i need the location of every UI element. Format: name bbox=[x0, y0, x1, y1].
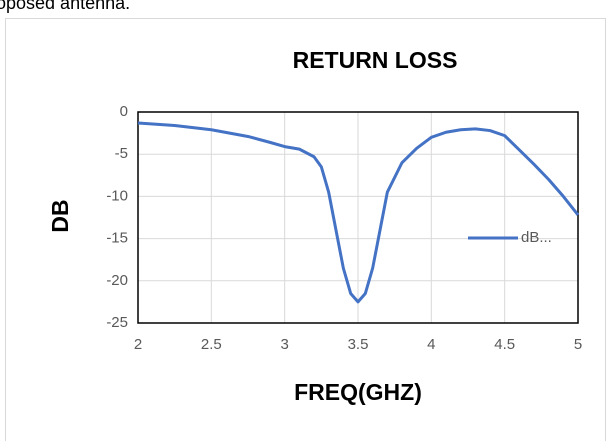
x-tick-label: 5 bbox=[574, 336, 582, 353]
x-axis-label: FREQ(GHZ) bbox=[294, 379, 422, 405]
y-tick-label: -25 bbox=[106, 314, 128, 331]
data-line bbox=[137, 121, 580, 304]
x-tick-label: 4.5 bbox=[494, 336, 515, 353]
legend-label: dB... bbox=[521, 229, 552, 246]
caption: oposed antenna. bbox=[0, 0, 130, 13]
y-tick-label: -15 bbox=[106, 230, 128, 247]
y-tick-label: -10 bbox=[106, 187, 128, 204]
y-tick-label: -5 bbox=[115, 145, 128, 162]
y-axis-label: DB bbox=[47, 199, 73, 232]
y-tick-label: -20 bbox=[106, 272, 128, 289]
y-tick-label: 0 bbox=[120, 103, 128, 120]
plot-border bbox=[137, 111, 579, 324]
x-tick-label: 2.5 bbox=[201, 336, 222, 353]
chart-title: RETURN LOSS bbox=[293, 47, 458, 73]
x-tick-label: 4 bbox=[427, 336, 435, 353]
x-tick-label: 3.5 bbox=[348, 336, 369, 353]
x-tick-label: 3 bbox=[280, 336, 288, 353]
x-tick-label: 2 bbox=[134, 336, 142, 353]
chart-frame bbox=[5, 18, 606, 441]
